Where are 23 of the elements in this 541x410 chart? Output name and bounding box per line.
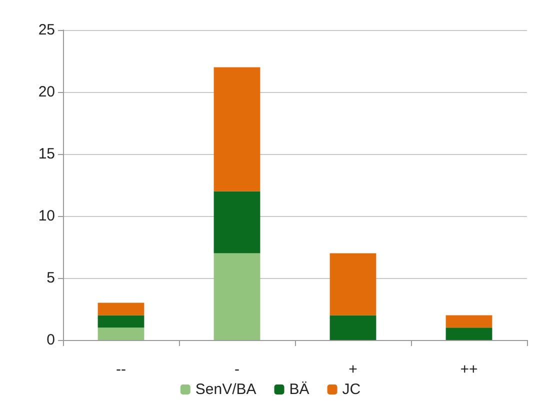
bar	[98, 302, 144, 316]
bar	[330, 315, 376, 340]
y-tick-label: 15	[38, 146, 55, 162]
y-tick-label: 0	[46, 332, 55, 348]
x-tick-label: ++	[460, 361, 478, 378]
bar	[98, 315, 144, 328]
bar	[214, 67, 260, 192]
bar	[330, 253, 376, 316]
legend-label: BÄ	[289, 381, 310, 398]
y-tick-label: 20	[38, 84, 55, 100]
x-tick-label: +	[348, 361, 358, 378]
bar	[214, 191, 260, 254]
bar	[446, 328, 492, 340]
y-tick-label: 25	[38, 22, 55, 38]
y-tick-label: 5	[46, 270, 55, 286]
bar	[446, 315, 492, 328]
legend-label: JC	[342, 381, 361, 398]
bar	[98, 328, 144, 340]
y-tick-label: 10	[38, 208, 55, 224]
x-tick-label: -	[234, 361, 240, 378]
bar	[214, 253, 260, 340]
legend-label: SenV/BA	[195, 381, 256, 398]
x-tick-label: --	[116, 361, 126, 378]
